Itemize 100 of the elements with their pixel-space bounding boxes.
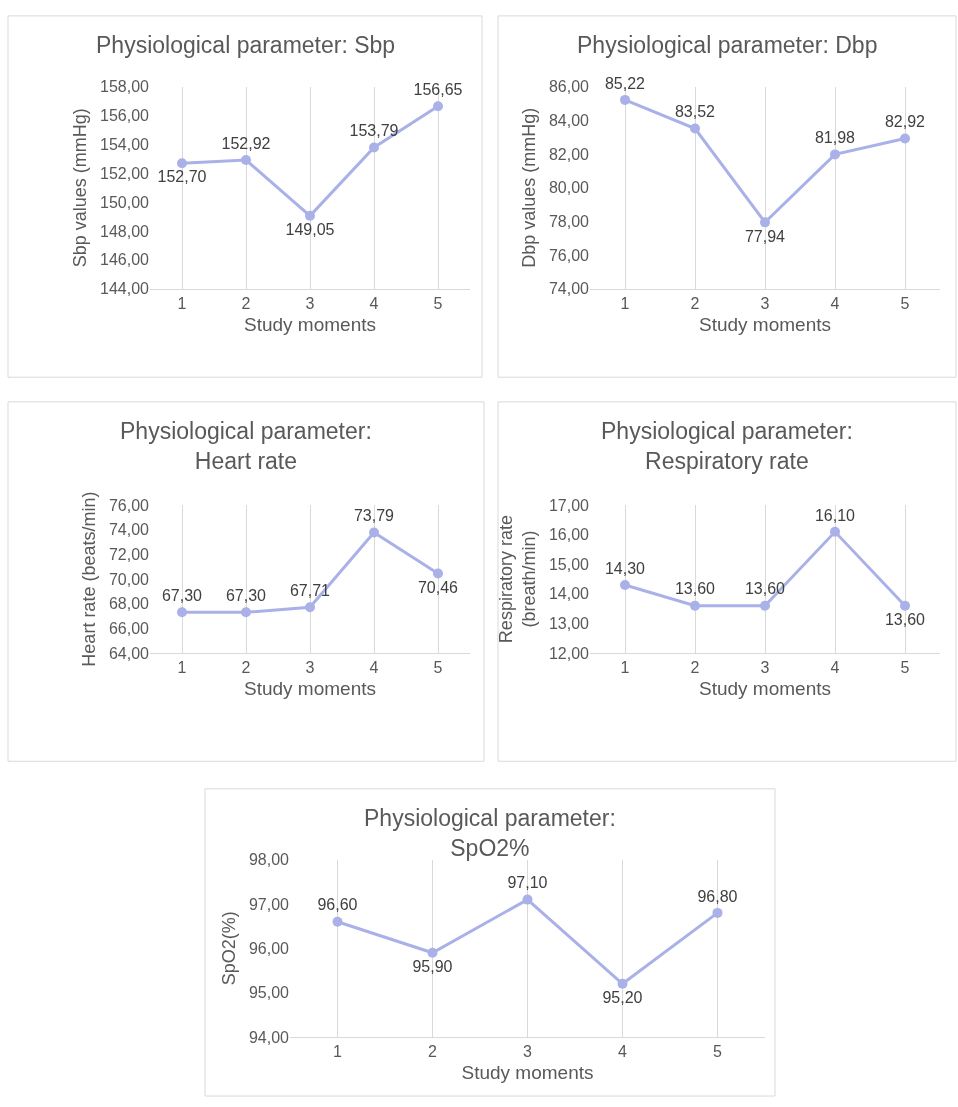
point <box>760 600 770 611</box>
point <box>760 217 770 228</box>
y-tick-label: 76,00 <box>548 246 590 264</box>
y-tick-label: 64,00 <box>108 644 150 662</box>
data-label: 96,80 <box>697 887 738 905</box>
y-tick-label: 13,00 <box>548 615 590 632</box>
x-tick-label: 2 <box>428 1043 438 1061</box>
chart-title: Physiological parameter: SpO2% <box>364 805 616 861</box>
data-label: 73,79 <box>353 507 395 525</box>
x-tick-label: 2 <box>241 294 251 312</box>
data-label: 16,10 <box>814 506 856 524</box>
point <box>369 142 379 153</box>
data-label: 77,94 <box>744 227 786 245</box>
point <box>620 94 630 105</box>
y-tick-label: 72,00 <box>108 546 150 564</box>
point <box>690 123 700 134</box>
x-axis-title: Study moments <box>699 313 831 335</box>
chart-title: Physiological parameter: Respiratory rate <box>601 418 853 474</box>
x-tick-label: 5 <box>900 294 910 312</box>
y-tick-label: 16,00 <box>548 526 590 544</box>
data-label: 67,30 <box>161 587 203 605</box>
y-tick-label: 17,00 <box>548 496 590 514</box>
data-label: 152,92 <box>221 134 271 152</box>
y-tick-label: 146,00 <box>100 251 150 269</box>
y-tick-label: 96,00 <box>248 939 290 957</box>
y-tick-label: 86,00 <box>548 78 590 96</box>
y-tick-label: 98,00 <box>248 851 290 869</box>
x-tick-label: 3 <box>760 659 770 677</box>
data-label: 85,22 <box>604 74 646 92</box>
y-tick-label: 152,00 <box>100 164 150 182</box>
data-label: 82,92 <box>884 113 926 131</box>
point <box>177 158 187 169</box>
x-tick-label: 4 <box>369 294 379 312</box>
point <box>305 210 315 221</box>
y-tick-label: 82,00 <box>548 145 590 163</box>
point <box>177 607 187 618</box>
point <box>900 600 910 611</box>
data-label: 97,10 <box>507 874 548 892</box>
data-label: 67,30 <box>225 587 267 605</box>
x-axis-title: Study moments <box>244 313 376 335</box>
data-label: 152,70 <box>157 168 207 186</box>
chart-title: Physiological parameter: Dbp <box>577 32 878 58</box>
data-label: 81,98 <box>814 129 856 147</box>
x-tick-label: 2 <box>241 659 251 677</box>
point <box>369 527 379 538</box>
point <box>620 580 630 590</box>
x-tick-label: 3 <box>523 1043 533 1061</box>
data-label: 96,60 <box>317 896 358 914</box>
data-label: 95,90 <box>412 958 453 976</box>
y-tick-label: 97,00 <box>248 895 290 913</box>
x-tick-label: 1 <box>620 659 630 677</box>
x-tick-label: 3 <box>305 659 315 677</box>
x-axis-title: Study moments <box>461 1061 594 1083</box>
y-tick-label: 95,00 <box>248 984 290 1002</box>
y-tick-label: 74,00 <box>108 521 150 539</box>
point <box>830 526 840 537</box>
y-tick-label: 12,00 <box>548 644 590 662</box>
data-label: 153,79 <box>349 122 399 140</box>
point <box>433 101 443 112</box>
y-tick-label: 156,00 <box>100 107 150 125</box>
data-label: 67,71 <box>289 582 331 600</box>
y-tick-label: 70,00 <box>108 570 150 588</box>
y-axis-title: Dbp values (mmHg) <box>519 107 540 268</box>
point <box>241 155 251 166</box>
chart-title: Physiological parameter: Sbp <box>96 32 396 58</box>
x-tick-label: 3 <box>760 294 770 312</box>
x-axis-title: Study moments <box>699 677 831 699</box>
data-label: 13,60 <box>884 610 926 628</box>
x-tick-label: 5 <box>433 294 443 312</box>
y-tick-label: 94,00 <box>248 1028 290 1046</box>
point <box>305 602 315 613</box>
y-tick-label: 74,00 <box>548 280 590 298</box>
x-tick-label: 1 <box>177 294 187 312</box>
point <box>522 894 533 905</box>
y-tick-label: 14,00 <box>548 585 590 603</box>
data-label: 13,60 <box>674 580 716 598</box>
x-tick-label: 3 <box>305 294 315 312</box>
x-tick-label: 2 <box>690 294 700 312</box>
data-label: 95,20 <box>602 989 643 1007</box>
point <box>433 568 443 579</box>
y-tick-label: 150,00 <box>100 193 150 211</box>
x-tick-label: 4 <box>618 1043 628 1061</box>
y-tick-label: 15,00 <box>548 555 590 573</box>
y-tick-label: 68,00 <box>108 595 150 613</box>
data-label: 149,05 <box>285 221 335 239</box>
x-tick-label: 2 <box>690 659 700 677</box>
point <box>332 916 343 927</box>
point <box>617 978 628 989</box>
data-label: 156,65 <box>413 80 463 98</box>
data-label: 83,52 <box>674 103 716 121</box>
point <box>427 947 438 958</box>
chart-title: Physiological parameter: Heart rate <box>120 418 372 474</box>
data-label: 13,60 <box>744 580 786 598</box>
y-tick-label: 84,00 <box>548 112 590 130</box>
x-tick-label: 5 <box>433 659 443 677</box>
point <box>712 907 723 918</box>
y-tick-label: 66,00 <box>108 619 150 637</box>
data-label: 14,30 <box>604 559 646 577</box>
x-tick-label: 1 <box>620 294 630 312</box>
x-tick-label: 4 <box>369 659 379 677</box>
